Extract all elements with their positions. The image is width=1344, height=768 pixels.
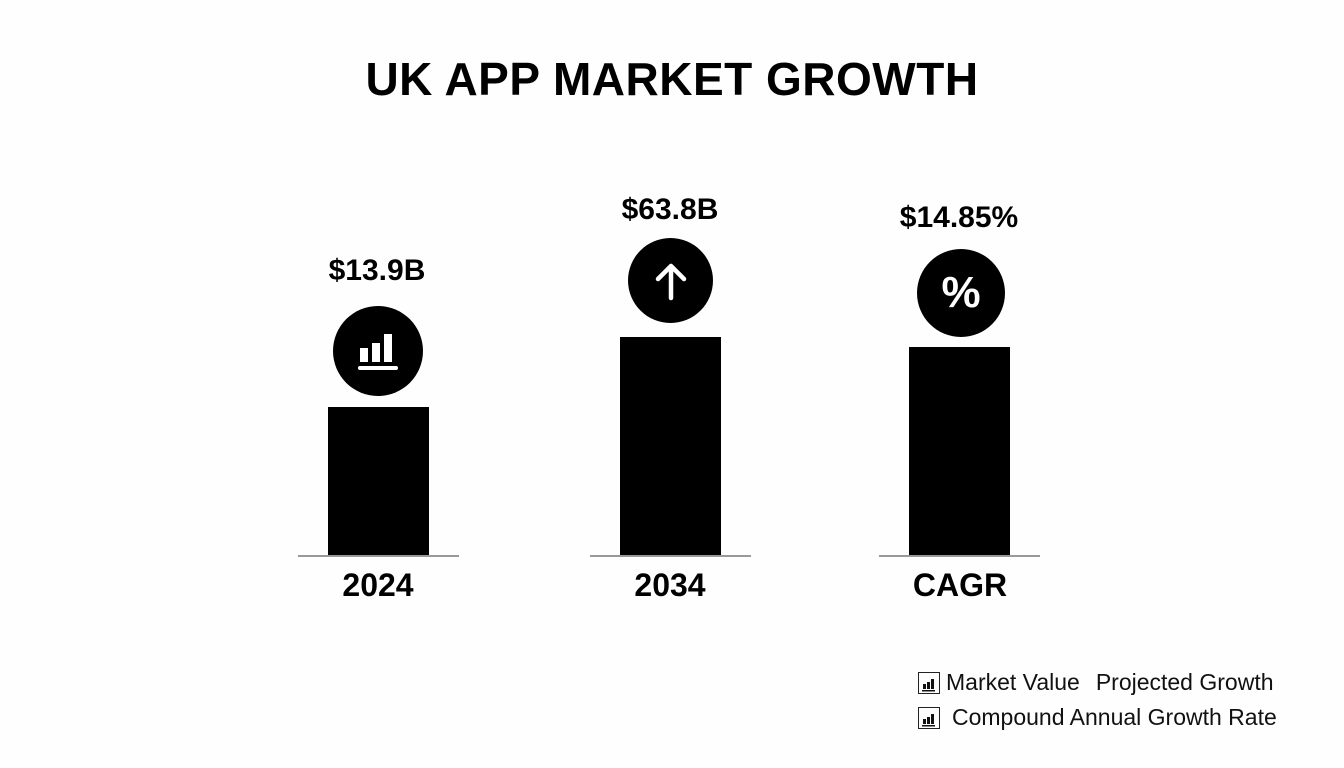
legend-entry: Market Value (946, 669, 1080, 695)
legend-bar-chart-icon (918, 671, 940, 694)
category-label-2034: 2034 (634, 567, 706, 603)
legend-bar-chart-icon (918, 706, 940, 729)
category-label-cagr: CAGR (912, 567, 1008, 603)
arrow-up-icon (628, 238, 713, 323)
baseline (590, 555, 751, 557)
percent-icon: % (917, 249, 1005, 337)
bar-2024 (328, 407, 429, 556)
bar-cagr (909, 347, 1010, 556)
category-label-2024: 2024 (342, 567, 414, 603)
baseline (879, 555, 1040, 557)
value-label-cagr: $14.85% (899, 201, 1019, 234)
chart-title: UK APP MARKET GROWTH (365, 53, 979, 105)
baseline (298, 555, 459, 557)
value-label-2034: $63.8B (621, 193, 719, 226)
legend-entry: Compound Annual Growth Rate (952, 704, 1277, 730)
legend-row-1: Market Value Projected Growth (918, 669, 1274, 696)
bar-2034 (620, 337, 721, 556)
bar-chart-icon (333, 306, 423, 396)
legend-entry: Projected Growth (1095, 669, 1274, 695)
legend-row-2: Compound Annual Growth Rate (918, 704, 1277, 731)
value-label-2024: $13.9B (328, 254, 426, 287)
